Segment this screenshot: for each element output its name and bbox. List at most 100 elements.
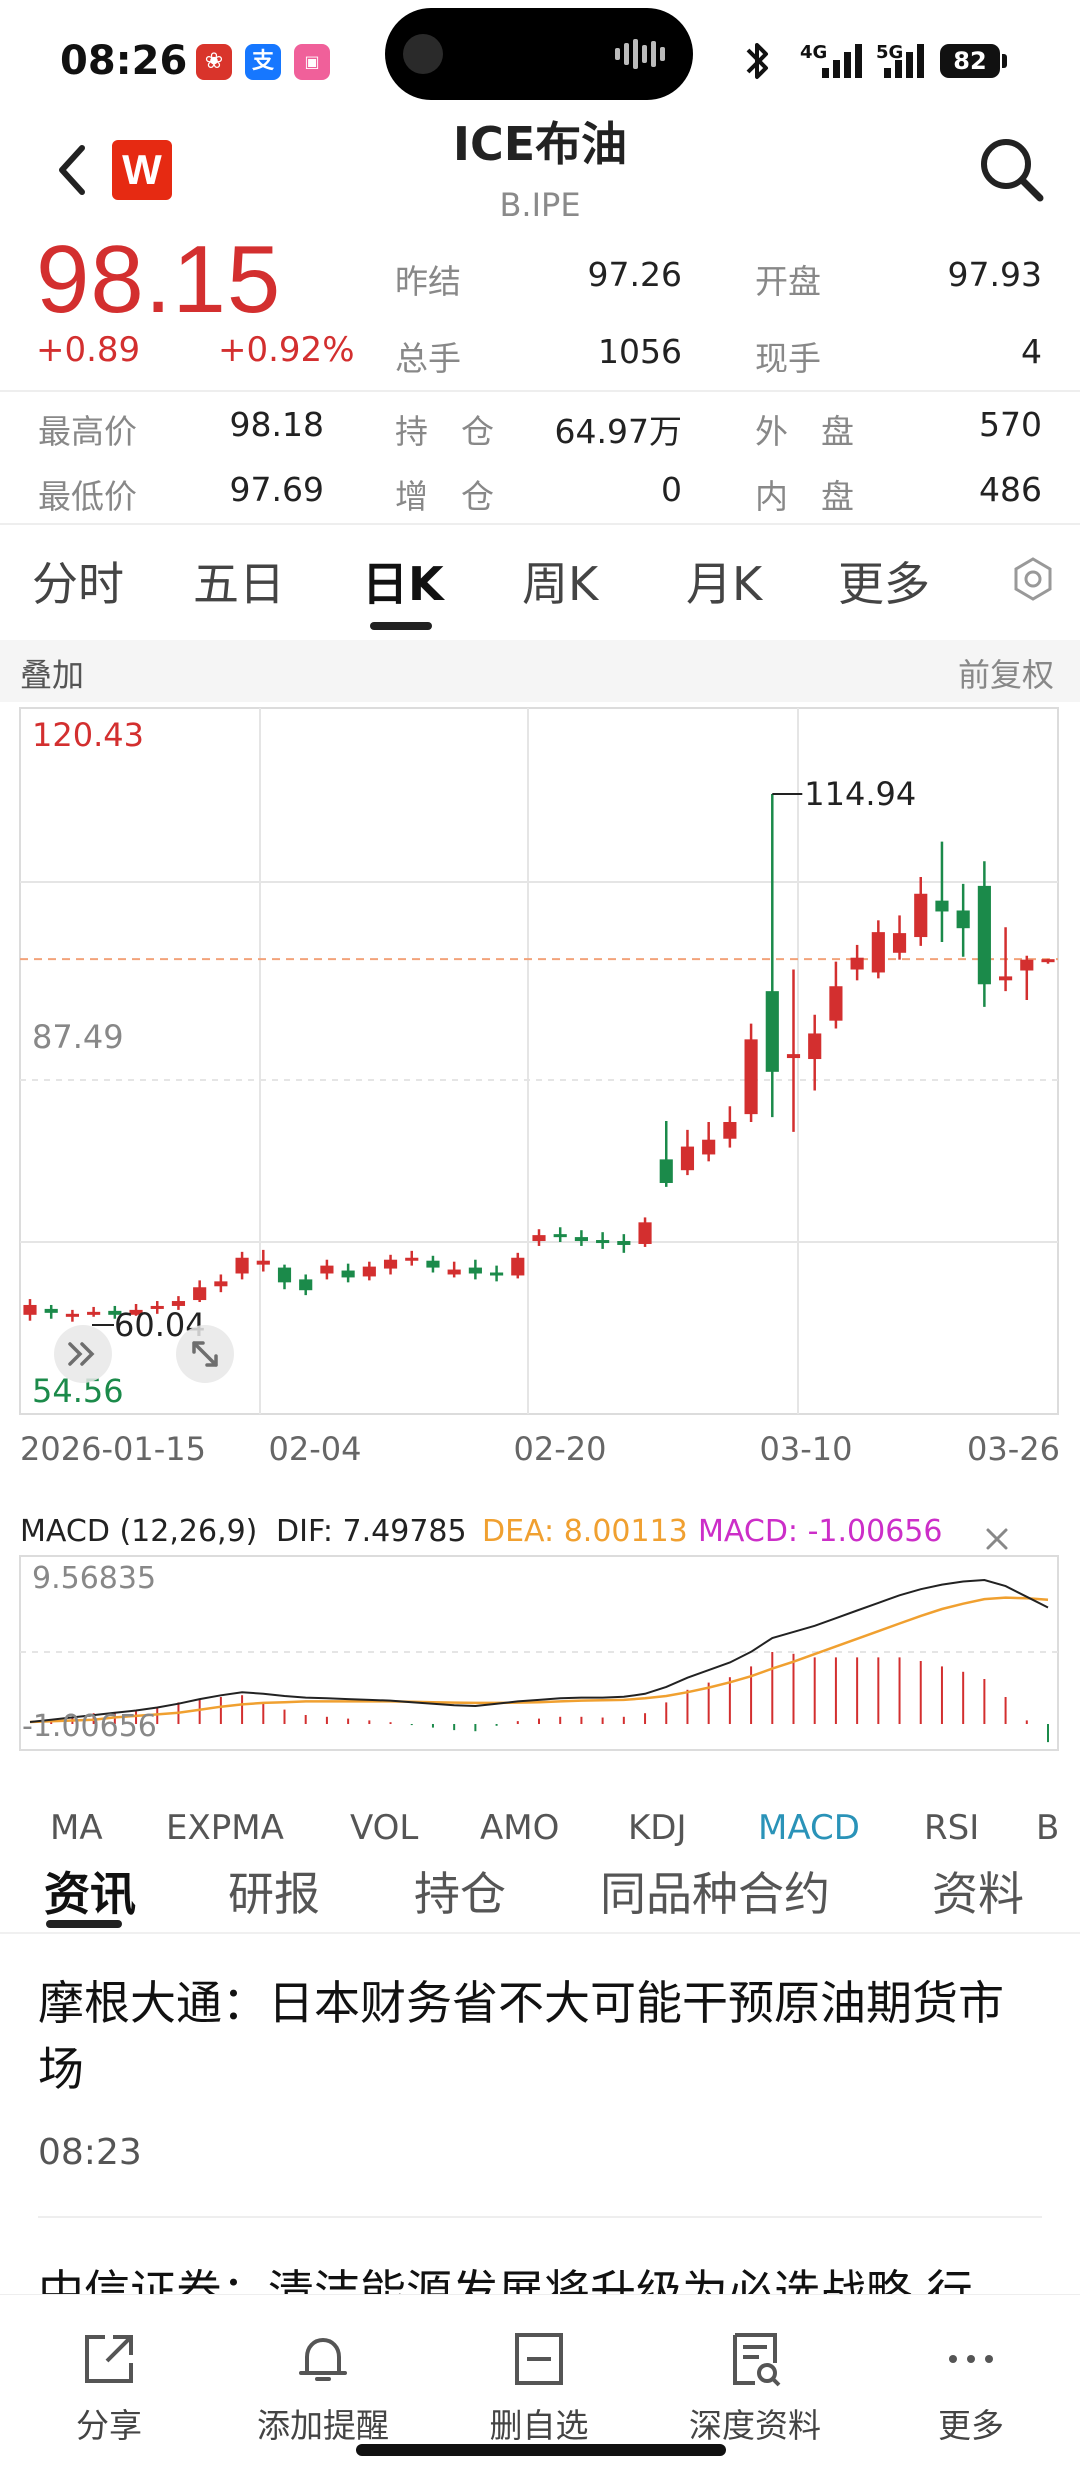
candle-body (1020, 959, 1034, 971)
network-label-2: 5G (876, 42, 904, 63)
macd-dea-value: DEA: 8.00113 (482, 1514, 688, 1549)
indicator-vol[interactable]: VOL (350, 1808, 419, 1848)
remove-watchlist-button[interactable]: 删自选 (444, 2295, 634, 2478)
more-label: 更多 (938, 2406, 1004, 2445)
share-label: 分享 (76, 2406, 142, 2445)
tab-research[interactable]: 研报 (228, 1867, 320, 1921)
more-icon (949, 2355, 993, 2363)
share-button[interactable]: 分享 (14, 2295, 204, 2478)
divider (0, 390, 1080, 392)
candle-body (786, 1054, 801, 1059)
candle-body (341, 1270, 355, 1278)
status-time: 08:26 (60, 38, 188, 84)
macd-max-label: 9.56835 (32, 1561, 156, 1596)
news-item-time: 08:23 (38, 2132, 142, 2173)
low-label: 最低价 (38, 477, 137, 516)
tab-profile[interactable]: 资料 (932, 1867, 1024, 1921)
candle-body (511, 1257, 525, 1276)
tab-weekly-k[interactable]: 周K (522, 557, 599, 611)
candle-body (935, 900, 949, 912)
chart-toolbar (0, 640, 1080, 702)
candle-body (362, 1266, 376, 1277)
candle-body (44, 1308, 58, 1313)
outer-label: 外 盘 (755, 412, 854, 451)
x-axis-label: 02-20 (514, 1430, 607, 1468)
volume-label: 总手 (395, 339, 461, 378)
brand-logo: W (112, 140, 172, 200)
indicator-amo[interactable]: AMO (480, 1808, 560, 1848)
indicator-ma[interactable]: MA (50, 1808, 103, 1848)
candle-body (892, 933, 907, 953)
last-price: 98.15 (36, 226, 282, 333)
candle-body (808, 1033, 822, 1060)
settings-icon[interactable] (1010, 556, 1056, 602)
candle-body (23, 1304, 37, 1315)
page-subtitle: B.IPE (499, 186, 581, 224)
candle-body (87, 1311, 101, 1315)
chart-frame (19, 707, 1059, 1415)
tab-monthly-k[interactable]: 月K (686, 557, 763, 611)
close-icon[interactable] (984, 1526, 1010, 1552)
indicator-expma[interactable]: EXPMA (166, 1808, 284, 1848)
tab-intraday[interactable]: 分时 (32, 557, 124, 611)
candle-body (277, 1267, 292, 1283)
candle-body (723, 1121, 737, 1139)
add-alert-button[interactable]: 添加提醒 (228, 2295, 418, 2478)
tab-same-contracts[interactable]: 同品种合约 (600, 1867, 830, 1921)
open-value: 97.93 (947, 255, 1042, 294)
indicator-kdj[interactable]: KDJ (628, 1808, 687, 1848)
adjust-button[interactable]: 前复权 (958, 656, 1055, 694)
current-hand-value: 4 (1021, 332, 1042, 371)
x-axis-label: 03-26 (967, 1430, 1060, 1468)
candle-body (214, 1281, 228, 1287)
prev-close-value: 97.26 (587, 255, 682, 294)
indicator-rsi[interactable]: RSI (924, 1808, 980, 1848)
macd-chart[interactable]: 9.56835 -1.00656 (0, 1552, 1080, 1752)
tab-positions[interactable]: 持仓 (414, 1867, 506, 1921)
candle-body (850, 957, 864, 970)
inner-label: 内 盘 (755, 477, 854, 516)
indicator-macd[interactable]: MACD (758, 1808, 860, 1848)
back-icon[interactable] (52, 140, 92, 200)
y-axis-max-label: 120.43 (32, 716, 144, 754)
audio-wave-icon (615, 38, 671, 70)
candle-body (744, 1039, 758, 1115)
more-button[interactable]: 更多 (876, 2295, 1066, 2478)
candle-body (596, 1240, 610, 1244)
active-tab-indicator (370, 622, 432, 630)
candle-body (829, 986, 843, 1021)
open-label: 开盘 (755, 262, 821, 301)
overlay-button[interactable]: 叠加 (20, 656, 85, 694)
fullscreen-button[interactable] (176, 1325, 234, 1383)
candle-body (999, 976, 1013, 981)
search-icon[interactable] (976, 134, 1046, 204)
current-hand-label: 现手 (755, 339, 821, 378)
remove-watchlist-label: 删自选 (489, 2406, 589, 2445)
candle-body (638, 1222, 652, 1244)
scroll-chart-button[interactable] (54, 1325, 112, 1383)
expand-icon (192, 1341, 218, 1367)
max-price-label: 114.94 (804, 775, 916, 813)
outer-value: 570 (979, 405, 1042, 444)
price-change: +0.89 (36, 330, 141, 370)
candle-body (765, 991, 779, 1072)
candle-body (235, 1257, 249, 1274)
deep-info-button[interactable]: 深度资料 (660, 2295, 850, 2478)
dea-line (29, 1596, 1049, 1724)
tab-news[interactable]: 资讯 (44, 1867, 136, 1921)
x-axis-label: 2026-01-15 (20, 1430, 206, 1468)
tab-more[interactable]: 更多 (838, 557, 930, 611)
indicator-b[interactable]: B (1036, 1808, 1060, 1848)
candle-body (108, 1310, 122, 1315)
bluetooth-icon (746, 43, 768, 79)
y-axis-mid-label: 87.49 (32, 1018, 124, 1056)
tab-five-day[interactable]: 五日 (193, 557, 285, 611)
macd-dif-value: DIF: 7.49785 (276, 1514, 467, 1549)
tab-daily-k[interactable]: 日K (362, 557, 444, 611)
high-label: 最高价 (38, 412, 137, 451)
candle-body (914, 893, 928, 938)
news-item-title[interactable]: 摩根大通：日本财务省不大可能干预原油期货市场 (38, 1976, 1004, 2096)
candle-body (659, 1159, 673, 1183)
candle-body (405, 1257, 419, 1261)
